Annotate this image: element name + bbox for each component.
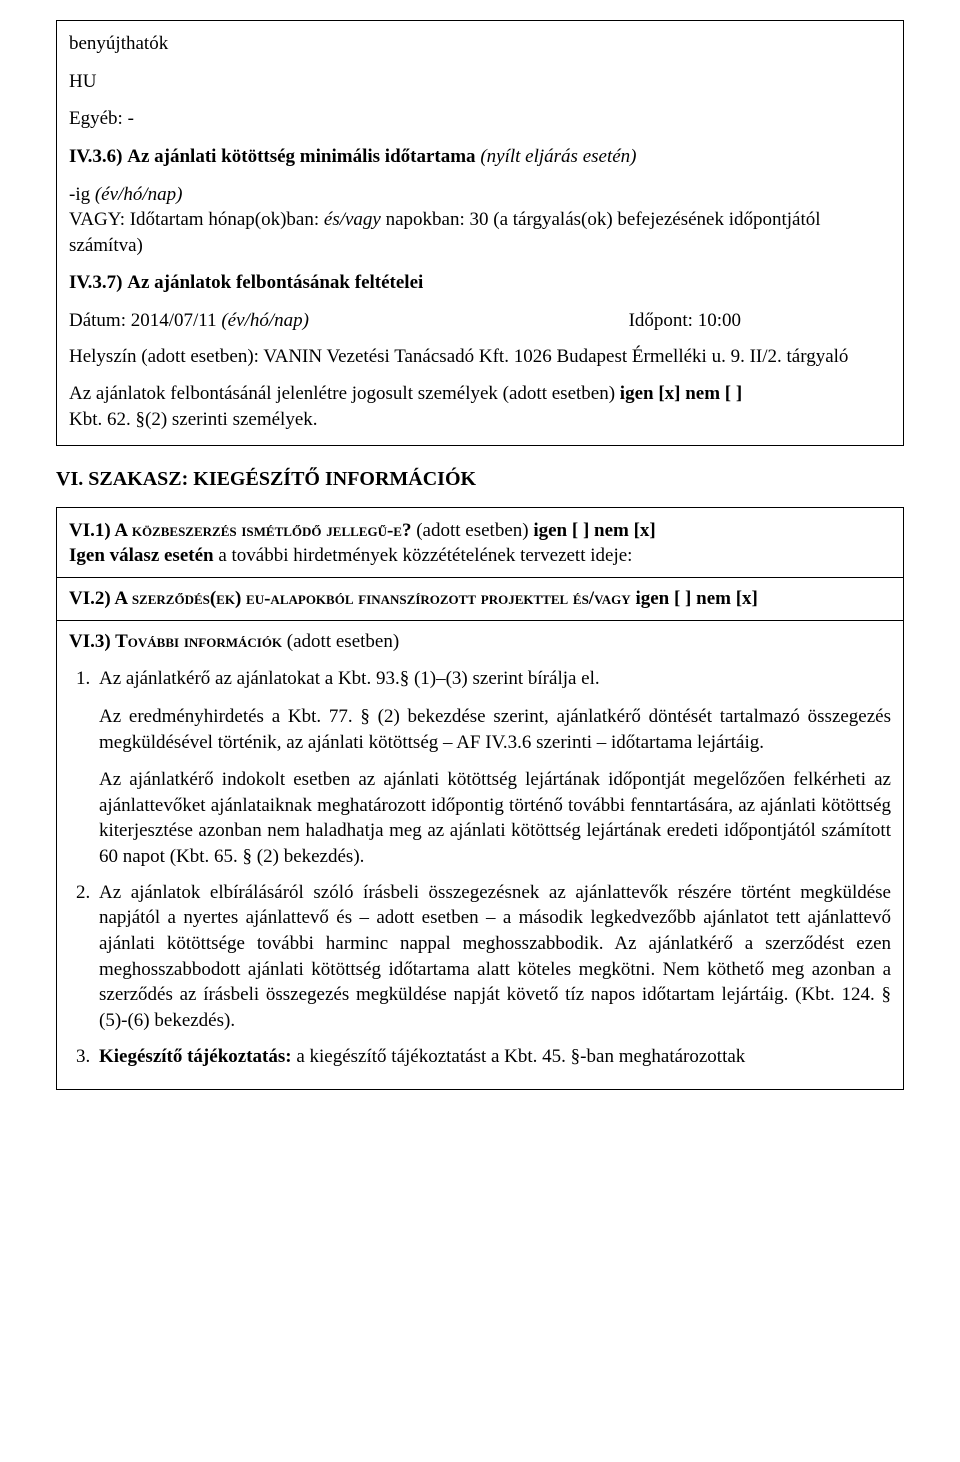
iv37-heading: IV.3.7) Az ajánlatok felbontásának felté…: [69, 270, 891, 296]
page: benyújthatók HU Egyéb: - IV.3.6) Az aján…: [0, 0, 960, 1462]
iv37-idopont: Időpont: 10:00: [629, 308, 741, 334]
vi3-heading: VI.3) További információk (adott esetben…: [69, 629, 891, 655]
iv36-lineA: -ig (év/hó/nap): [69, 182, 891, 208]
iv36-b-2: és/vagy: [324, 209, 381, 230]
vi3-1b: Az eredményhirdetés a Kbt. 77. § (2) bek…: [99, 704, 891, 755]
iv37-title: Az ajánlatok felbontásának feltételei: [127, 272, 423, 293]
datum-2: (év/hó/nap): [221, 310, 309, 331]
vi1-line2: Igen válasz esetén a további hirdetménye…: [69, 543, 891, 569]
vi3-sc: További információk: [111, 631, 282, 652]
vi1-label: VI.1): [69, 520, 111, 541]
benyujthatok: benyújthatók: [69, 31, 891, 57]
vi1-line2-1: Igen válasz esetén: [69, 545, 214, 566]
vi1-rest-2: igen [ ] nem [x]: [533, 520, 655, 541]
vi1-sc: A közbeszerzés ismétlődő jellegű-e?: [111, 520, 412, 541]
iv36-a-1: -ig: [69, 184, 95, 205]
iv37-jogosult: Az ajánlatok felbontásánál jelenlétre jo…: [69, 381, 891, 407]
jogosult-1: Az ajánlatok felbontásánál jelenlétre jo…: [69, 383, 620, 404]
vi1-heading: VI.1) A közbeszerzés ismétlődő jellegű-e…: [69, 518, 891, 544]
iv36-b-1: VAGY: Időtartam hónap(ok)ban:: [69, 209, 324, 230]
vi2-rest: igen [ ] nem [x]: [635, 588, 757, 609]
vi3-1c: Az ajánlatkérő indokolt esetben az ajánl…: [99, 767, 891, 870]
vi3-item-1: Az ajánlatkérő az ajánlatokat a Kbt. 93.…: [95, 666, 891, 869]
vi3-2: Az ajánlatok elbírálásáról szóló írásbel…: [99, 880, 891, 1034]
box-iv3: benyújthatók HU Egyéb: - IV.3.6) Az aján…: [56, 20, 904, 446]
vi2-cell: VI.2) A szerződés(ek) eu-alapokból finan…: [57, 577, 903, 620]
vi3-item-3: Kiegészítő tájékoztatás: a kiegészítő tá…: [95, 1044, 891, 1070]
iv37-datum: Dátum: 2014/07/11 (év/hó/nap): [69, 308, 309, 334]
section-vi-heading: VI. SZAKASZ: KIEGÉSZÍTŐ INFORMÁCIÓK: [56, 468, 904, 491]
kbt62: Kbt. 62. §(2) szerinti személyek.: [69, 407, 891, 433]
vi1-rest-1: (adott esetben): [411, 520, 533, 541]
vi1-line2-2: a további hirdetmények közzétételének te…: [214, 545, 633, 566]
iv37-label: IV.3.7): [69, 272, 123, 293]
iv36-lineB: VAGY: Időtartam hónap(ok)ban: és/vagy na…: [69, 207, 891, 258]
jogosult-2: igen [x] nem [ ]: [620, 383, 742, 404]
iv36-title: Az ajánlati kötöttség minimális időtarta…: [127, 146, 480, 167]
vi3-3-b: Kiegészítő tájékoztatás:: [99, 1046, 292, 1067]
vi2-heading: VI.2) A szerződés(ek) eu-alapokból finan…: [69, 586, 891, 612]
vi3-cell: VI.3) További információk (adott esetben…: [57, 620, 903, 1090]
vi3-item-2: Az ajánlatok elbírálásáról szóló írásbel…: [95, 880, 891, 1034]
iv36-a-2: (év/hó/nap): [95, 184, 183, 205]
iv37-helyszin: Helyszín (adott esetben): VANIN Vezetési…: [69, 344, 891, 370]
vi3-3-r: a kiegészítő tájékoztatást a Kbt. 45. §-…: [292, 1046, 746, 1067]
vi3-rest: (adott esetben): [282, 631, 399, 652]
vi3-label: VI.3): [69, 631, 111, 652]
vi3-1a: Az ajánlatkérő az ajánlatokat a Kbt. 93.…: [99, 666, 891, 692]
country-code: HU: [69, 69, 891, 95]
vi3-3: Kiegészítő tájékoztatás: a kiegészítő tá…: [99, 1044, 891, 1070]
iv36-label: IV.3.6): [69, 146, 123, 167]
egyeb: Egyéb: -: [69, 106, 891, 132]
vi2-sc: A szerződés(ek) eu-alapokból finanszíroz…: [111, 588, 636, 609]
iv36-title-italic: (nyílt eljárás esetén): [480, 146, 636, 167]
iv37-datum-row: Dátum: 2014/07/11 (év/hó/nap) Időpont: 1…: [69, 308, 891, 334]
iv36-heading: IV.3.6) Az ajánlati kötöttség minimális …: [69, 144, 891, 170]
vi3-list: Az ajánlatkérő az ajánlatokat a Kbt. 93.…: [69, 666, 891, 1069]
vi2-label: VI.2): [69, 588, 111, 609]
datum-1: Dátum: 2014/07/11: [69, 310, 221, 331]
box-vi: VI.1) A közbeszerzés ismétlődő jellegű-e…: [56, 507, 904, 1091]
vi1-cell: VI.1) A közbeszerzés ismétlődő jellegű-e…: [57, 508, 903, 577]
